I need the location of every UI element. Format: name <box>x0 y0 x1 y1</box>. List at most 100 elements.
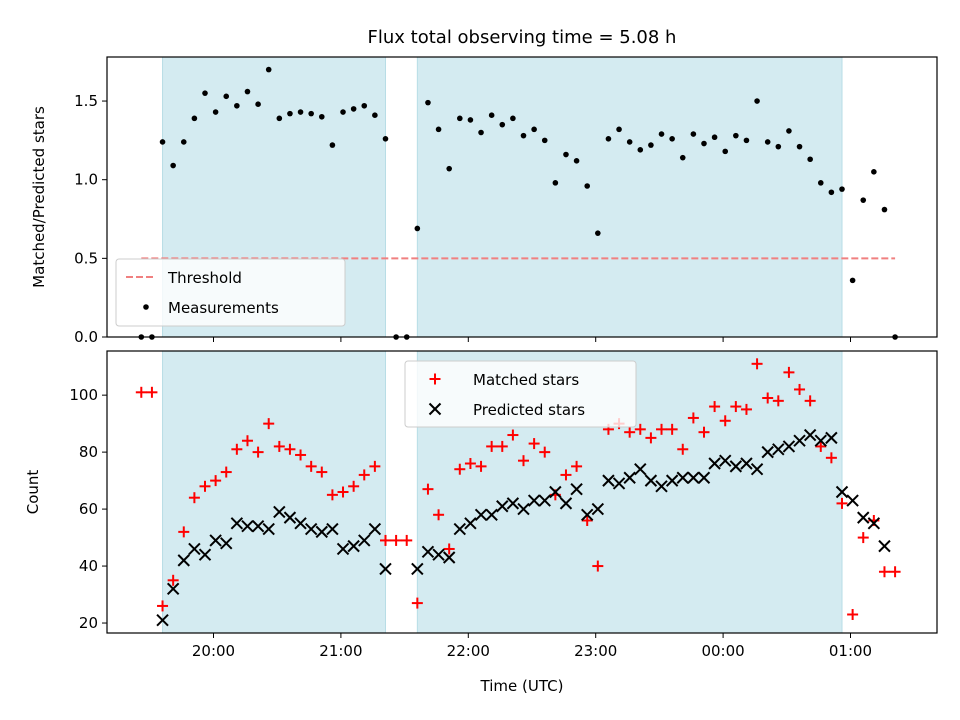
x-stroke <box>485 508 498 521</box>
x-stroke <box>177 554 190 567</box>
measurement-point <box>711 134 718 141</box>
predicted-star-point <box>496 500 509 513</box>
matched-star-point <box>656 423 668 435</box>
predicted-star-point <box>867 517 881 530</box>
x-stroke <box>262 522 275 536</box>
x-stroke <box>379 562 392 576</box>
x-stroke <box>315 525 328 539</box>
matched-star-point <box>464 458 476 470</box>
top-legend-box <box>115 258 346 327</box>
bottom-legend: Matched stars Predicted stars <box>404 360 637 428</box>
matched-star-point <box>135 386 147 398</box>
legend-measurements-label: Measurements <box>168 299 279 317</box>
measurement-point <box>414 225 421 232</box>
matched-stars-points <box>135 358 901 620</box>
x-stroke <box>708 457 721 470</box>
x-stroke <box>644 474 658 487</box>
predicted-star-point <box>623 471 636 484</box>
legend-matched-label: Matched stars <box>473 371 579 389</box>
ratio-panel: 0.0 0.5 1.0 1.5 Matched/Predicted stars Thr… <box>30 56 938 346</box>
x-stroke <box>602 474 615 487</box>
predicted-star-point <box>740 457 753 470</box>
x-stroke <box>612 477 626 490</box>
predicted-star-point <box>336 542 350 556</box>
x-stroke <box>538 494 551 507</box>
measurement-point <box>191 115 198 122</box>
predicted-star-point <box>230 517 244 530</box>
measurement-point <box>775 143 782 150</box>
matched-star-point <box>401 534 413 546</box>
matched-star-point <box>719 415 731 427</box>
measurement-point <box>457 115 463 122</box>
measurement-point <box>679 154 686 161</box>
x-stroke <box>655 480 668 493</box>
x-stroke <box>687 471 700 484</box>
measurement-point <box>669 135 675 142</box>
x-stroke <box>283 511 297 524</box>
matched-star-point <box>645 432 657 444</box>
predicted-star-point <box>177 554 190 567</box>
measurement-point <box>276 115 283 122</box>
measurement-point <box>265 66 272 73</box>
predicted-star-point <box>559 497 573 510</box>
legend-predicted-swatch <box>428 402 442 416</box>
x-stroke <box>156 613 169 627</box>
matched-star-point <box>167 574 179 586</box>
predicted-star-point <box>273 505 286 519</box>
measurement-point <box>478 129 484 136</box>
measurement-point <box>552 180 559 186</box>
matched-star-point <box>751 358 763 370</box>
x-stroke <box>453 522 467 536</box>
matched-star-point <box>857 532 869 544</box>
y-tick-label: 0.5 <box>74 249 98 267</box>
x-stroke <box>304 522 318 536</box>
predicted-star-point <box>326 522 339 536</box>
measurement-point <box>690 131 697 137</box>
matched-star-point <box>539 446 551 458</box>
matched-star-point <box>772 395 784 407</box>
matched-star-point <box>422 483 434 495</box>
matched-star-point <box>825 452 837 464</box>
matched-star-point <box>496 440 508 452</box>
matched-star-point <box>687 412 699 424</box>
measurement-point <box>764 139 771 145</box>
predicted-star-point <box>665 474 679 487</box>
measurement-point <box>255 101 261 107</box>
predicted-star-point <box>527 494 541 507</box>
predicted-star-point <box>750 463 764 476</box>
x-stroke <box>772 443 785 456</box>
top-y-axis-label: Matched/Predicted stars <box>30 106 48 288</box>
matched-star-point <box>220 466 232 478</box>
matched-star-point <box>889 566 901 578</box>
matched-star-point <box>804 395 816 407</box>
matched-star-point <box>762 392 774 404</box>
predicted-star-point <box>156 613 169 627</box>
matched-star-point <box>730 401 742 413</box>
chart-title: Flux total observing time = 5.08 h <box>368 27 677 48</box>
x-stroke <box>358 534 371 547</box>
measurement-point <box>860 197 867 203</box>
measurement-point <box>786 128 792 134</box>
matched-star-point <box>666 423 678 435</box>
x-stroke <box>857 511 870 524</box>
measurement-point <box>467 117 474 123</box>
x-stroke <box>719 454 732 467</box>
y-tick-label: 80 <box>79 443 98 461</box>
predicted-star-point <box>304 522 318 536</box>
legend-threshold-label: Threshold <box>167 269 242 287</box>
predicted-star-point <box>506 497 520 510</box>
measurement-point <box>828 189 835 196</box>
x-tick-label: 01:00 <box>829 642 872 660</box>
predicted-star-point <box>283 511 297 524</box>
predicted-star-point <box>835 485 849 499</box>
x-tick-label: 21:00 <box>319 642 362 660</box>
x-stroke <box>198 548 212 561</box>
bottom-x-ticks: 20:00 21:00 22:00 23:00 00:00 01:00 <box>192 633 872 660</box>
predicted-star-point <box>793 434 806 447</box>
x-stroke <box>188 542 201 556</box>
predicted-star-point <box>825 431 838 445</box>
x-stroke <box>697 471 711 484</box>
x-stroke <box>835 485 849 499</box>
measurement-point <box>202 90 208 96</box>
